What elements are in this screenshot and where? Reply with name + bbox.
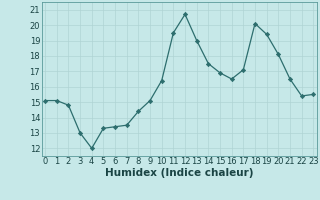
X-axis label: Humidex (Indice chaleur): Humidex (Indice chaleur) [105,168,253,178]
